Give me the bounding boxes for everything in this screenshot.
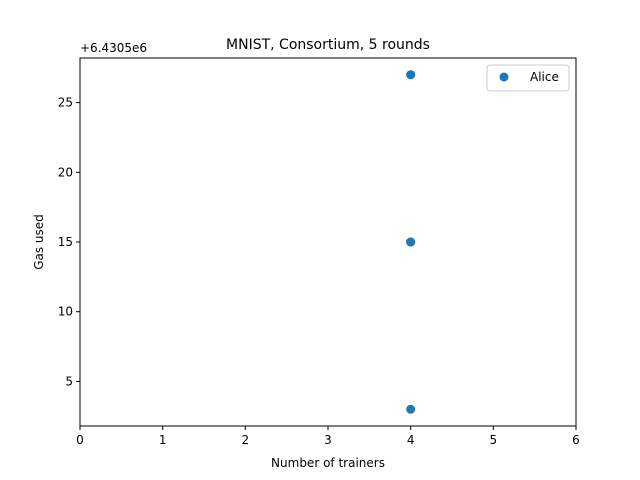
plot-area bbox=[406, 70, 416, 414]
x-axis: 0 1 2 3 4 5 6 bbox=[76, 426, 580, 447]
legend-marker bbox=[499, 72, 509, 82]
data-point bbox=[406, 70, 416, 80]
y-tick-label: 20 bbox=[58, 165, 73, 179]
y-tick-label: 5 bbox=[65, 374, 73, 388]
x-tick-label: 0 bbox=[76, 433, 84, 447]
x-tick-label: 4 bbox=[407, 433, 415, 447]
y-offset-label: +6.4305e6 bbox=[80, 41, 147, 55]
y-tick-label: 25 bbox=[58, 96, 73, 110]
y-axis: 5 10 15 20 25 bbox=[58, 96, 80, 388]
x-tick-label: 6 bbox=[572, 433, 580, 447]
x-tick-label: 5 bbox=[490, 433, 498, 447]
x-tick-label: 2 bbox=[242, 433, 250, 447]
data-point bbox=[406, 404, 416, 414]
data-point bbox=[406, 237, 416, 247]
chart-title: MNIST, Consortium, 5 rounds bbox=[226, 37, 430, 53]
legend: Alice bbox=[486, 64, 570, 92]
x-tick-label: 3 bbox=[324, 433, 332, 447]
legend-box bbox=[486, 64, 570, 92]
y-axis-label: Gas used bbox=[32, 214, 46, 270]
legend-label-alice: Alice bbox=[530, 70, 559, 84]
x-tick-label: 1 bbox=[159, 433, 167, 447]
y-tick-label: 15 bbox=[58, 235, 73, 249]
y-tick-label: 10 bbox=[58, 305, 73, 319]
x-axis-label: Number of trainers bbox=[271, 456, 385, 470]
